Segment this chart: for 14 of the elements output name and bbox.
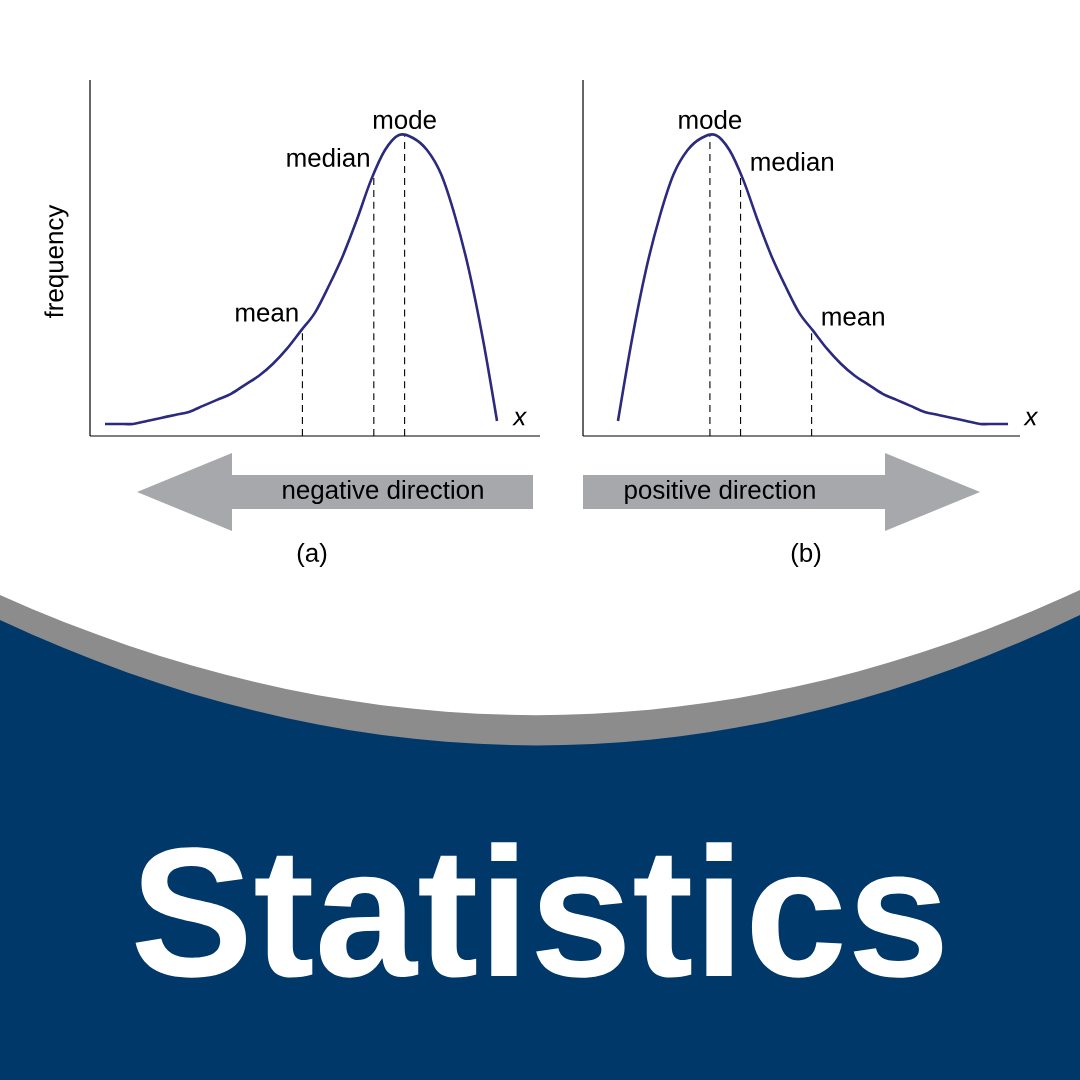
text: Statistics: [135, 842, 943, 978]
x-axis-title: x: [1023, 411, 1039, 426]
annotation: mean: [822, 311, 884, 326]
text: (a): [297, 542, 327, 568]
text: (b): [791, 542, 821, 568]
text: mode: [373, 109, 436, 129]
text: positive direction: [625, 479, 815, 505]
y-axis-title: frequency: [44, 204, 69, 319]
x-axis-title: x: [512, 411, 528, 426]
annotation: median: [287, 147, 369, 167]
annotation: mean: [236, 307, 298, 322]
text: negative direction: [283, 479, 483, 505]
annotation: median: [751, 151, 834, 171]
text: mode: [679, 109, 742, 129]
